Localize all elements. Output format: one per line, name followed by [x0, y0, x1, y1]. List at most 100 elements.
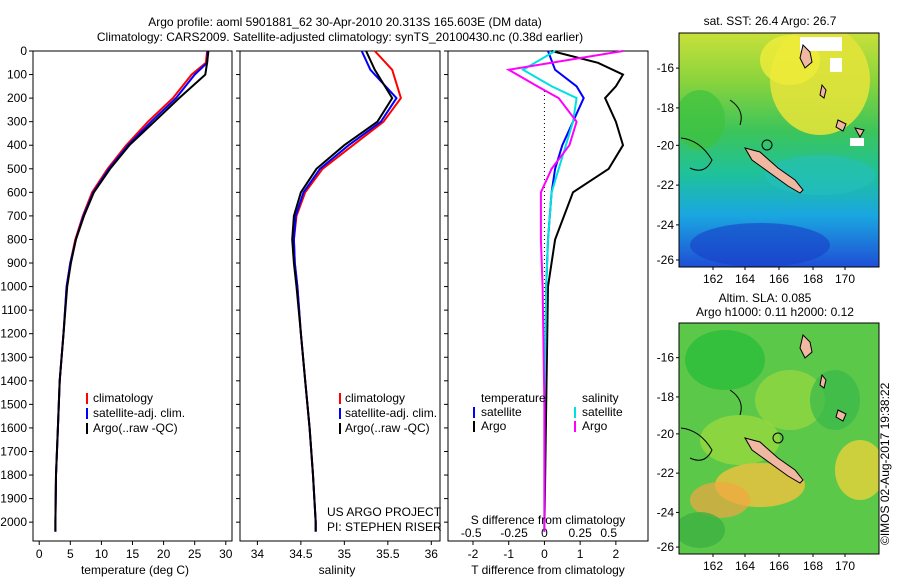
difference-xtick-label: 1: [577, 547, 584, 561]
s-tick-label: -0.5: [461, 526, 482, 540]
sst-argo-position: [761, 139, 773, 151]
sla-map-ytick-label: -16: [657, 351, 675, 365]
sla-map-title1: Altim. SLA: 0.085: [719, 291, 812, 305]
temperature-legend: climatology satellite-adj. clim. Argo(..…: [86, 391, 185, 435]
salinity-xtick-label: 34: [251, 547, 265, 561]
salinity-xtick-label: 35.5: [376, 547, 400, 561]
sst-map-ytick-label: -22: [657, 178, 675, 192]
temperature-xtick-label: 25: [188, 547, 202, 561]
credit-project: US ARGO PROJECT: [327, 505, 442, 519]
salinity-line-argo-raw-qc: [291, 50, 394, 532]
temperature-ytick-label: 2000: [0, 515, 27, 529]
temperature-line-argo-raw-qc: [54, 50, 210, 532]
temperature-ytick-label: 1800: [0, 468, 27, 482]
temperature-legend-clim: climatology: [93, 391, 153, 405]
difference-line-temperature-argo: [543, 50, 625, 532]
salinity-plot: 34 34.5 35 35.5 36: [236, 50, 439, 561]
sst-map-ytick-label: -16: [657, 61, 675, 75]
legend-s-argo: Argo: [582, 419, 608, 433]
difference-plot: -2 -1 0 1 2 -0.5 -0.25 0 0.25 0.5: [444, 50, 625, 561]
salinity-legend-clim: climatology: [345, 391, 405, 405]
difference-legend: temperature satellite Argo salinity sate…: [473, 391, 623, 433]
sst-map-ytick-label: -24: [657, 218, 675, 232]
temperature-ytick-label: 200: [7, 91, 27, 105]
salinity-legend-argo: Argo(..raw -QC): [345, 421, 430, 435]
s-difference-label: S difference from climatology: [471, 513, 626, 527]
temperature-plot-frame: [32, 50, 233, 542]
sla-map-ytick-label: -24: [657, 505, 675, 519]
sst-map: [679, 33, 879, 267]
temperature-xtick-label: 20: [157, 547, 171, 561]
sla-argo-position: [772, 432, 784, 444]
salinity-legend-sat: satellite-adj. clim.: [345, 406, 437, 420]
salinity-legend: climatology satellite-adj. clim. Argo(..…: [339, 391, 437, 435]
legend-t-argo: Argo: [481, 419, 507, 433]
sla-map-xtick-label: 168: [803, 559, 823, 573]
temperature-ytick-label: 600: [7, 185, 27, 199]
sla-map-ytick-label: -22: [657, 466, 675, 480]
legend-s-satellite: satellite: [582, 405, 623, 419]
temperature-ytick-label: 300: [7, 115, 27, 129]
temperature-ytick-label: 1000: [0, 280, 27, 294]
difference-xtick-label: 0: [541, 547, 548, 561]
temperature-ytick-label: 1200: [0, 327, 27, 341]
sst-map-xtick-label: 166: [769, 272, 789, 286]
sla-map-title2: Argo h1000: 0.11 h2000: 0.12: [696, 305, 854, 319]
sla-map-ytick-label: -18: [657, 390, 675, 404]
temperature-plot: 0 5 10 15 20 25 300100200300400500600700800900…: [0, 44, 232, 561]
legend-s-title: salinity: [582, 391, 619, 405]
difference-xtick-label: 2: [613, 547, 620, 561]
sst-map-ytick-label: -26: [657, 253, 675, 267]
temperature-xtick-label: 15: [126, 547, 140, 561]
temperature-ytick-label: 100: [7, 68, 27, 82]
temperature-ytick-label: 400: [7, 138, 27, 152]
temperature-xtick-label: 30: [219, 547, 233, 561]
sla-map-xtick-label: 162: [703, 559, 723, 573]
sla-map-ytick-label: -26: [657, 540, 675, 554]
sst-map-xtick-label: 168: [803, 272, 823, 286]
legend-t-title: temperature: [481, 391, 546, 405]
sst-map-xtick-label: 170: [835, 272, 855, 286]
sst-map-xtick-label: 164: [735, 272, 755, 286]
map-ticks: 162 164 166 168 170 -16 -18 -20 -22 -24 -26 162 164 1…: [657, 61, 856, 573]
sst-map-title: sat. SST: 26.4 Argo: 26.7: [704, 14, 837, 28]
sst-map-xtick-label: 162: [703, 272, 723, 286]
temperature-ytick-label: 1700: [0, 444, 27, 458]
sla-map: [679, 323, 879, 554]
temperature-xtick-label: 10: [95, 547, 109, 561]
difference-line-salinity-argo: [505, 50, 624, 532]
salinity-xtick-label: 34.5: [289, 547, 313, 561]
timestamp-stamp: ©IMOS 02-Aug-2017 19:38:22: [878, 382, 892, 545]
temperature-ytick-label: 1300: [0, 350, 27, 364]
temperature-ytick-label: 1100: [1, 303, 27, 317]
temperature-ytick-label: 1600: [0, 421, 27, 435]
salinity-xtick-label: 35: [338, 547, 352, 561]
s-tick-label: 0.25: [568, 526, 592, 540]
credit-pi: PI: STEPHEN RISER: [327, 520, 442, 534]
s-tick-label: -0.25: [500, 526, 528, 540]
temperature-legend-sat: satellite-adj. clim.: [93, 406, 185, 420]
s-tick-label: 0.5: [600, 526, 617, 540]
salinity-plot-frame: [239, 50, 441, 542]
temperature-xtick-label: 5: [67, 547, 74, 561]
salinity-xtick-label: 36: [425, 547, 439, 561]
sst-map-ytick-label: -18: [657, 101, 675, 115]
temperature-ytick-label: 1400: [0, 374, 27, 388]
temperature-ytick-label: 1500: [0, 397, 27, 411]
difference-line-salinity-satellite: [521, 50, 578, 532]
header-line2: Climatology: CARS2009. Satellite-adjuste…: [97, 30, 583, 44]
temperature-ytick-label: 700: [7, 209, 27, 223]
difference-xtick-label: -1: [503, 547, 514, 561]
difference-xlabel: T difference from climatology: [471, 563, 625, 577]
sla-map-xtick-label: 170: [835, 559, 855, 573]
temperature-ytick-label: 500: [7, 162, 27, 176]
sla-map-xtick-label: 166: [769, 559, 789, 573]
temperature-ytick-label: 1900: [0, 492, 27, 506]
sla-map-ytick-label: -20: [657, 427, 675, 441]
temperature-xtick-label: 0: [36, 547, 43, 561]
temperature-ytick-label: 800: [7, 232, 27, 246]
legend-t-satellite: satellite: [481, 405, 522, 419]
sla-map-xtick-label: 164: [735, 559, 755, 573]
temperature-legend-argo: Argo(..raw -QC): [93, 421, 178, 435]
